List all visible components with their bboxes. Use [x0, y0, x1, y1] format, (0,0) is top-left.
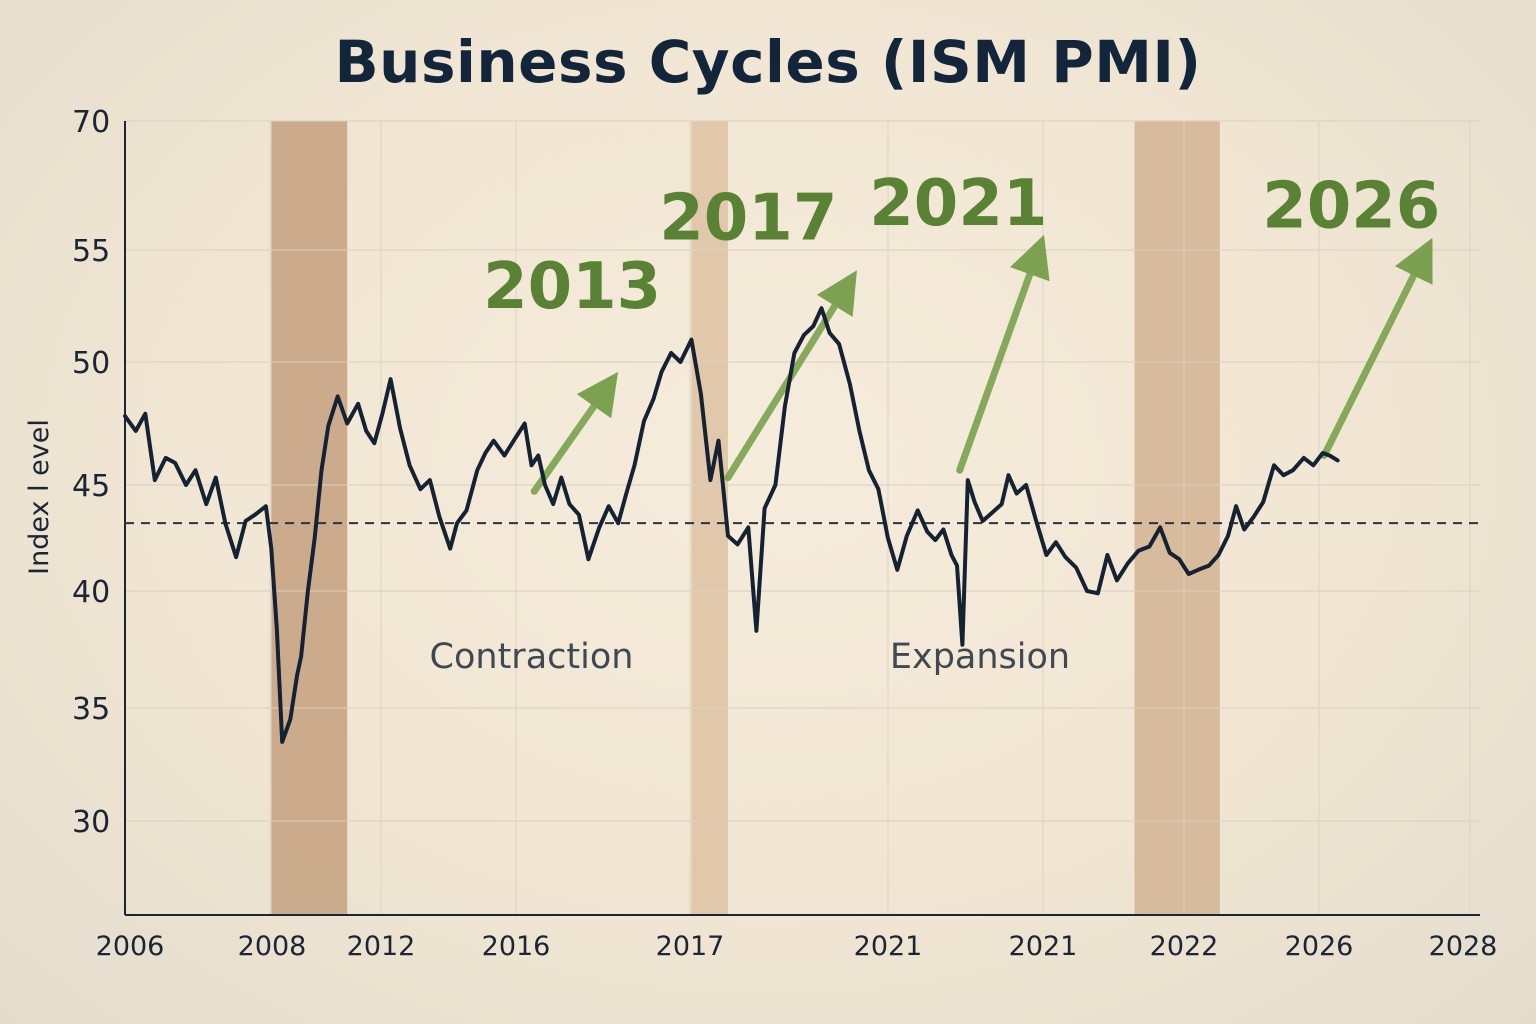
- region-label-expansion: Expansion: [890, 637, 1070, 677]
- x-tick-label: 2006: [96, 931, 165, 962]
- annotation-arrow-1: [530, 371, 619, 495]
- x-tick-label: 2021: [1009, 931, 1078, 962]
- axes: [124, 121, 1480, 916]
- annotation-arrows: [530, 234, 1433, 495]
- x-tick-label: 2016: [482, 931, 551, 962]
- recession-band-3: [1134, 121, 1220, 915]
- x-tick-label: 2008: [238, 931, 307, 962]
- annotation-label-3: 2021: [869, 167, 1047, 241]
- gridlines: [124, 120, 1480, 915]
- series-group: [123, 306, 1340, 744]
- labels-group: 30 35 40 45 50 55 70 2006 2008 2012 2016 2017 2021 20…: [24, 105, 1497, 962]
- recession-band-2: [691, 121, 728, 915]
- x-tick-label: 2017: [656, 931, 725, 962]
- annotation-arrow-3: [956, 234, 1050, 474]
- x-tick-label: 2026: [1285, 931, 1354, 962]
- x-tick-label: 2012: [347, 931, 416, 962]
- annotation-label-4: 2026: [1262, 170, 1440, 244]
- region-label-contraction: Contraction: [430, 637, 634, 677]
- y-tick-label: 70: [72, 105, 110, 140]
- y-tick-label: 40: [72, 575, 110, 610]
- y-tick-label: 30: [72, 805, 110, 840]
- chart-title: Business Cycles (ISM PMI): [334, 28, 1202, 96]
- annotation-label-2: 2017: [659, 182, 837, 256]
- y-tick-label: 35: [72, 692, 110, 727]
- x-tick-label: 2021: [854, 931, 923, 962]
- y-tick-label: 55: [72, 234, 110, 269]
- recession-bands: [271, 121, 1220, 915]
- recession-band-1: [271, 121, 348, 915]
- x-tick-label: 2022: [1150, 931, 1219, 962]
- y-tick-label: 50: [72, 346, 110, 381]
- series-line-1: [123, 306, 1340, 744]
- y-axis-label: Index l evel: [24, 419, 55, 575]
- x-tick-label: 2028: [1429, 931, 1498, 962]
- annotation-label-1: 2013: [483, 250, 661, 324]
- annotation-arrow-2: [724, 270, 857, 482]
- y-tick-label: 45: [72, 469, 110, 504]
- annotation-arrow-4: [1320, 237, 1433, 459]
